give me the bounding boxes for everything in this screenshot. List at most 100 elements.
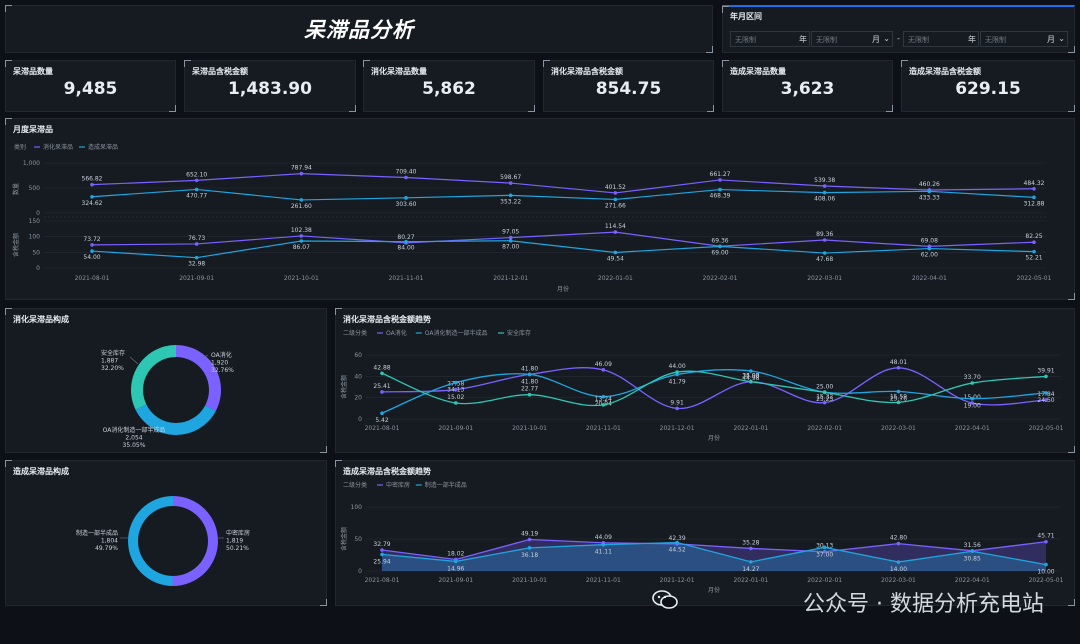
legend-item: 造成呆滞品 bbox=[88, 143, 118, 151]
x-axis-label: 月份 bbox=[708, 586, 720, 594]
data-point bbox=[404, 239, 408, 244]
data-label: 47.68 bbox=[816, 256, 833, 263]
data-point bbox=[453, 401, 458, 405]
x-tick-label: 2022-05-01 bbox=[1029, 577, 1064, 584]
data-point bbox=[527, 537, 532, 542]
start-year-input[interactable]: 无限制 年 bbox=[730, 31, 810, 47]
data-point bbox=[613, 191, 618, 195]
pie-label: 2,054 bbox=[125, 435, 142, 442]
data-point bbox=[508, 193, 513, 198]
legend-item: OA消化制造一部半成品 bbox=[425, 329, 488, 337]
page-title: 呆滞品分析 bbox=[304, 18, 414, 42]
kpi-value: 1,483.90 bbox=[228, 79, 312, 99]
pie-label: OA消化制造一部半成品 bbox=[103, 426, 166, 434]
x-tick-label: 2022-02-01 bbox=[807, 425, 842, 432]
data-point bbox=[896, 389, 901, 394]
series-line-1 bbox=[381, 368, 1047, 414]
monthly-chart-panel: 月度呆滞品 类别 消化呆滞品 造成呆滞品 0 500 1,000 数量 566.82 652.1… bbox=[5, 118, 1075, 300]
legend-item: OA消化 bbox=[386, 329, 407, 337]
data-point bbox=[613, 250, 618, 255]
data-point bbox=[718, 187, 722, 192]
kpi-card-1: 呆滞品数量 9,485 bbox=[5, 60, 176, 112]
y-tick-label: 150 bbox=[29, 218, 41, 225]
y-axis-label: 数量 bbox=[12, 183, 20, 195]
data-label: 41.11 bbox=[595, 549, 612, 556]
kpi-value: 3,623 bbox=[780, 79, 835, 99]
pie-label: 1,887 bbox=[101, 358, 118, 365]
data-point bbox=[508, 238, 513, 243]
data-point bbox=[749, 546, 753, 551]
data-point bbox=[822, 390, 827, 395]
start-month-unit: 月 bbox=[872, 35, 880, 44]
data-label: 48.01 bbox=[890, 359, 907, 366]
start-month-select[interactable]: 无限制 月 ⌄ bbox=[811, 31, 893, 47]
data-label: 35.00 bbox=[742, 373, 759, 380]
filter-label: 年月区间 bbox=[730, 12, 762, 21]
kpi-card-5: 造成呆滞品数量 3,623 bbox=[722, 60, 893, 112]
kpi-label: 造成呆滞品含税金额 bbox=[909, 67, 981, 76]
chevron-down-icon: ⌄ bbox=[883, 34, 890, 43]
data-label: 15.02 bbox=[447, 394, 464, 401]
data-label: 62.00 bbox=[921, 252, 938, 259]
data-label: 32.98 bbox=[188, 261, 205, 268]
x-tick-label: 2021-12-01 bbox=[493, 275, 528, 282]
data-label: 34.13 bbox=[447, 387, 464, 394]
y-tick-label: 0 bbox=[36, 210, 40, 217]
legend-title: 类别 bbox=[14, 143, 26, 151]
data-label: 44.52 bbox=[669, 547, 686, 554]
data-label: 25.23 bbox=[816, 396, 833, 403]
data-label: 84.00 bbox=[397, 245, 414, 252]
pie-label: 1,920 bbox=[211, 360, 228, 367]
data-label: 73.72 bbox=[83, 236, 100, 243]
end-month-select[interactable]: 无限制 月 ⌄ bbox=[980, 31, 1068, 47]
data-label: 31.56 bbox=[964, 542, 981, 549]
data-label: 97.05 bbox=[502, 229, 519, 236]
data-label: 566.82 bbox=[82, 176, 103, 183]
data-label: 353.22 bbox=[500, 198, 521, 205]
data-label: 32.79 bbox=[373, 541, 390, 548]
pie-label: 1,804 bbox=[101, 538, 118, 545]
y-tick-label: 1,000 bbox=[23, 160, 40, 167]
x-tick-label: 2021-10-01 bbox=[512, 425, 547, 432]
kpi-value: 5,862 bbox=[422, 79, 476, 99]
data-point bbox=[380, 371, 384, 376]
pie-label: 中密库房 bbox=[226, 529, 250, 537]
data-point bbox=[896, 560, 901, 564]
data-point bbox=[927, 189, 932, 194]
data-point bbox=[718, 178, 722, 182]
data-point bbox=[299, 171, 304, 176]
data-label: 42.39 bbox=[669, 535, 686, 542]
kpi-label: 消化呆滞品含税金额 bbox=[551, 67, 623, 76]
data-point bbox=[749, 379, 753, 384]
kpi-card-3: 消化呆滞品数量 5,862 bbox=[363, 60, 535, 112]
series-line-1 bbox=[91, 188, 1035, 201]
data-label: 89.36 bbox=[816, 231, 833, 238]
cause-trend-chart: 二级分类 中密库房 制造一部半成品 0 50 100 含税金额 32.79 18.02 49.19… bbox=[340, 481, 1064, 594]
data-label: 102.38 bbox=[291, 227, 312, 234]
data-point bbox=[1032, 195, 1036, 200]
data-label: 261.60 bbox=[291, 203, 312, 210]
kpi-value: 629.15 bbox=[955, 79, 1021, 99]
data-point bbox=[970, 549, 975, 554]
cause-trend-title: 造成呆滞品含税金额趋势 bbox=[343, 467, 431, 476]
start-year-placeholder: 无限制 bbox=[735, 36, 756, 44]
data-point bbox=[675, 540, 679, 545]
data-label: 37.00 bbox=[816, 551, 833, 558]
kpi-card-6: 造成呆滞品含税金额 629.15 bbox=[901, 60, 1075, 112]
end-year-input[interactable]: 无限制 年 bbox=[903, 31, 979, 47]
legend-item: 制造一部半成品 bbox=[425, 481, 467, 489]
start-month-placeholder: 无限制 bbox=[816, 36, 837, 44]
data-point bbox=[380, 390, 384, 394]
data-point bbox=[380, 552, 384, 557]
data-point bbox=[194, 178, 199, 183]
x-tick-label: 2021-12-01 bbox=[660, 577, 695, 584]
range-separator: - bbox=[897, 34, 900, 43]
x-tick-label: 2022-05-01 bbox=[1017, 275, 1052, 282]
data-label: 14.96 bbox=[447, 565, 464, 572]
cause-pie-panel: 造成呆滞品构成 制造一部半成品 1,804 49.79% 中密库房 1,819 50.21… bbox=[5, 460, 327, 606]
data-point bbox=[749, 369, 753, 373]
data-label: 36.18 bbox=[521, 552, 538, 559]
data-point bbox=[404, 196, 408, 200]
data-label: 25.00 bbox=[816, 383, 833, 390]
